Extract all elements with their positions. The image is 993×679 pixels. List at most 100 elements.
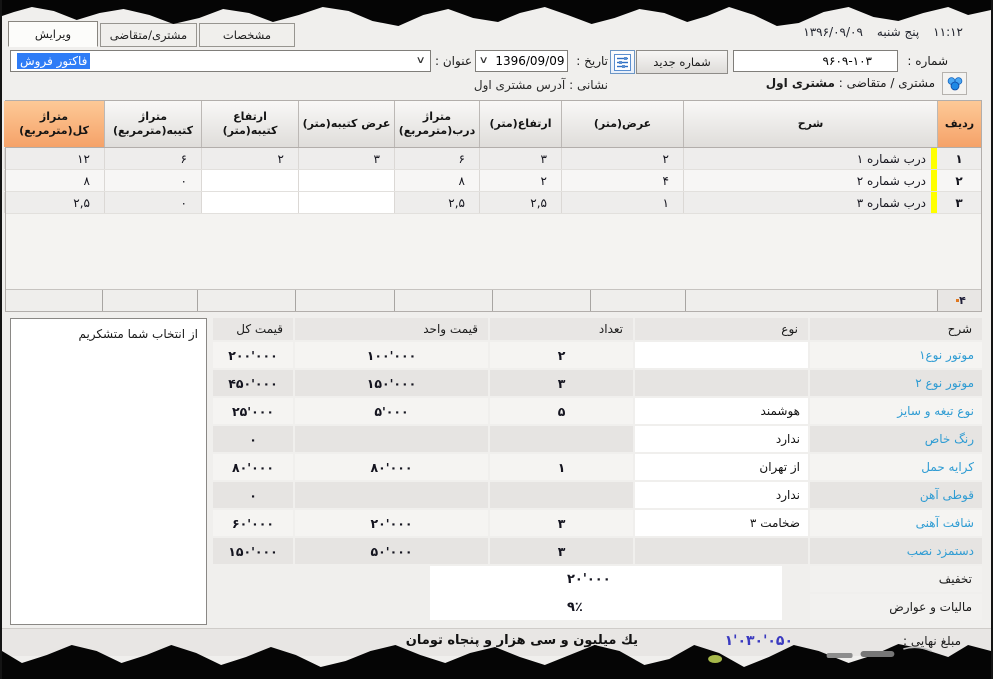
- cell-item-type[interactable]: از تهران: [635, 454, 808, 480]
- cell-item-desc[interactable]: شافت آهنی: [810, 510, 982, 536]
- date-picker[interactable]: 1396/09/09 ∨: [475, 50, 568, 72]
- cell-item-unit[interactable]: ۲۰'۰۰۰: [295, 510, 488, 536]
- cell-panel-height[interactable]: [201, 192, 298, 213]
- cell-item-total[interactable]: ۴۵۰'۰۰۰: [213, 370, 293, 396]
- new-row-cell[interactable]: [685, 290, 937, 311]
- new-number-button[interactable]: شماره جدید: [636, 50, 728, 74]
- cell-item-qty[interactable]: ۵: [490, 398, 633, 424]
- cell-panel-width[interactable]: [298, 192, 394, 213]
- chevron-down-icon[interactable]: ∨: [415, 55, 426, 66]
- cell-height[interactable]: ۲,۵: [479, 192, 561, 213]
- cell-desc[interactable]: درب شماره ۲: [683, 170, 931, 191]
- new-row-cell[interactable]: [102, 290, 197, 311]
- cell-item-total[interactable]: ۱۵۰'۰۰۰: [213, 538, 293, 564]
- cell-item-desc[interactable]: رنگ خاص: [810, 426, 982, 452]
- cell-item-unit[interactable]: ۵'۰۰۰: [295, 398, 488, 424]
- new-row-cell[interactable]: [492, 290, 590, 311]
- cell-door-area[interactable]: ۲,۵: [394, 192, 479, 213]
- cell-item-desc[interactable]: موتور نوع ۲: [810, 370, 982, 396]
- tax-value[interactable]: ۹٪: [567, 599, 583, 615]
- cell-total-area[interactable]: ۱۲: [4, 148, 104, 169]
- cell-item-desc[interactable]: نوع تیغه و سایز: [810, 398, 982, 424]
- cell-item-desc[interactable]: کرایه حمل: [810, 454, 982, 480]
- tab-specs[interactable]: مشخصات: [199, 23, 295, 47]
- cell-item-type[interactable]: ضخامت ۳: [635, 510, 808, 536]
- cell-item-type[interactable]: ندارد: [635, 426, 808, 452]
- col-header-row-no: ردیف: [937, 101, 981, 147]
- cell-panel-area[interactable]: ۶: [104, 148, 201, 169]
- cell-item-type[interactable]: ندارد: [635, 482, 808, 508]
- col-header-panel-height: ارتفاع کتیبه(متر): [201, 101, 298, 147]
- cell-panel-width[interactable]: ۳: [298, 148, 394, 169]
- cell-desc[interactable]: درب شماره ۳: [683, 192, 931, 213]
- new-row-cell[interactable]: [394, 290, 492, 311]
- cell-item-qty[interactable]: ۱: [490, 454, 633, 480]
- cell-item-qty[interactable]: ۳: [490, 510, 633, 536]
- cell-item-total[interactable]: ۲۵'۰۰۰: [213, 398, 293, 424]
- new-row-number[interactable]: ۴: [937, 290, 981, 311]
- cell-item-total[interactable]: ۰: [213, 482, 293, 508]
- new-row-cell[interactable]: [590, 290, 685, 311]
- cell-total-area[interactable]: ۸: [4, 170, 104, 191]
- cell-door-area[interactable]: ۶: [394, 148, 479, 169]
- cell-item-unit[interactable]: ۵۰'۰۰۰: [295, 538, 488, 564]
- cell-panel-height[interactable]: [201, 170, 298, 191]
- cell-item-unit[interactable]: ۱۵۰'۰۰۰: [295, 370, 488, 396]
- tax-label: مالیات و عوارض: [810, 594, 982, 620]
- cell-item-qty[interactable]: [490, 482, 633, 508]
- cell-panel-area[interactable]: ۰: [104, 192, 201, 213]
- cell-item-type[interactable]: هوشمند: [635, 398, 808, 424]
- cell-item-type[interactable]: [635, 342, 808, 368]
- number-input[interactable]: ۹۶۰۹-۱۰۳: [733, 50, 898, 72]
- cell-panel-height[interactable]: ۲: [201, 148, 298, 169]
- cell-item-desc[interactable]: قوطی آهن: [810, 482, 982, 508]
- cell-desc[interactable]: درب شماره ۱: [683, 148, 931, 169]
- row-marker: [931, 192, 937, 213]
- cell-item-desc[interactable]: دستمزد نصب: [810, 538, 982, 564]
- cell-item-unit[interactable]: [295, 426, 488, 452]
- cell-row-no[interactable]: ۲: [955, 173, 963, 188]
- torn-speck: [708, 655, 723, 663]
- cell-height[interactable]: ۲: [479, 170, 561, 191]
- cell-row-no[interactable]: ۳: [955, 195, 963, 210]
- cell-item-total[interactable]: ۰: [213, 426, 293, 452]
- cell-item-unit[interactable]: ۱۰۰'۰۰۰: [295, 342, 488, 368]
- cell-width[interactable]: ۱: [561, 192, 683, 213]
- cell-item-unit[interactable]: ۸۰'۰۰۰: [295, 454, 488, 480]
- cell-item-total[interactable]: ۸۰'۰۰۰: [213, 454, 293, 480]
- cell-width[interactable]: ۲: [561, 148, 683, 169]
- cell-item-qty[interactable]: [490, 426, 633, 452]
- tax-field[interactable]: [430, 594, 782, 620]
- tab-edit[interactable]: ویرایش: [8, 21, 98, 47]
- cell-item-desc[interactable]: موتور نوع۱: [810, 342, 982, 368]
- customer-button[interactable]: [942, 72, 967, 95]
- cell-row-no[interactable]: ۱: [955, 151, 963, 166]
- discount-value[interactable]: ۲۰'۰۰۰: [567, 571, 611, 587]
- new-row-cell[interactable]: [4, 290, 102, 311]
- cell-door-area[interactable]: ۸: [394, 170, 479, 191]
- note-textarea[interactable]: از انتخاب شما متشکریم: [10, 318, 207, 625]
- cell-panel-area[interactable]: ۰: [104, 170, 201, 191]
- cell-panel-width[interactable]: [298, 170, 394, 191]
- cell-item-total[interactable]: ۶۰'۰۰۰: [213, 510, 293, 536]
- doors-grid-new-row[interactable]: ۴: [6, 289, 981, 311]
- new-row-cell[interactable]: [197, 290, 295, 311]
- cell-item-unit[interactable]: [295, 482, 488, 508]
- cell-item-type[interactable]: [635, 538, 808, 564]
- sliders-icon: [614, 53, 631, 71]
- title-combobox[interactable]: ∨ فاکتور فروش: [10, 50, 431, 72]
- cell-width[interactable]: ۴: [561, 170, 683, 191]
- cell-total-area[interactable]: ۲,۵: [4, 192, 104, 213]
- grid-empty-area: [6, 214, 981, 289]
- tab-customer[interactable]: مشتری/متقاضی: [100, 23, 197, 47]
- discount-field[interactable]: [430, 566, 782, 594]
- cell-item-total[interactable]: ۲۰۰'۰۰۰: [213, 342, 293, 368]
- cell-item-qty[interactable]: ۲: [490, 342, 633, 368]
- cell-item-qty[interactable]: ۳: [490, 538, 633, 564]
- options-button[interactable]: [610, 50, 635, 74]
- chevron-down-icon[interactable]: ∨: [478, 55, 489, 66]
- new-row-cell[interactable]: [295, 290, 394, 311]
- cell-height[interactable]: ۳: [479, 148, 561, 169]
- cell-item-type[interactable]: [635, 370, 808, 396]
- cell-item-qty[interactable]: ۳: [490, 370, 633, 396]
